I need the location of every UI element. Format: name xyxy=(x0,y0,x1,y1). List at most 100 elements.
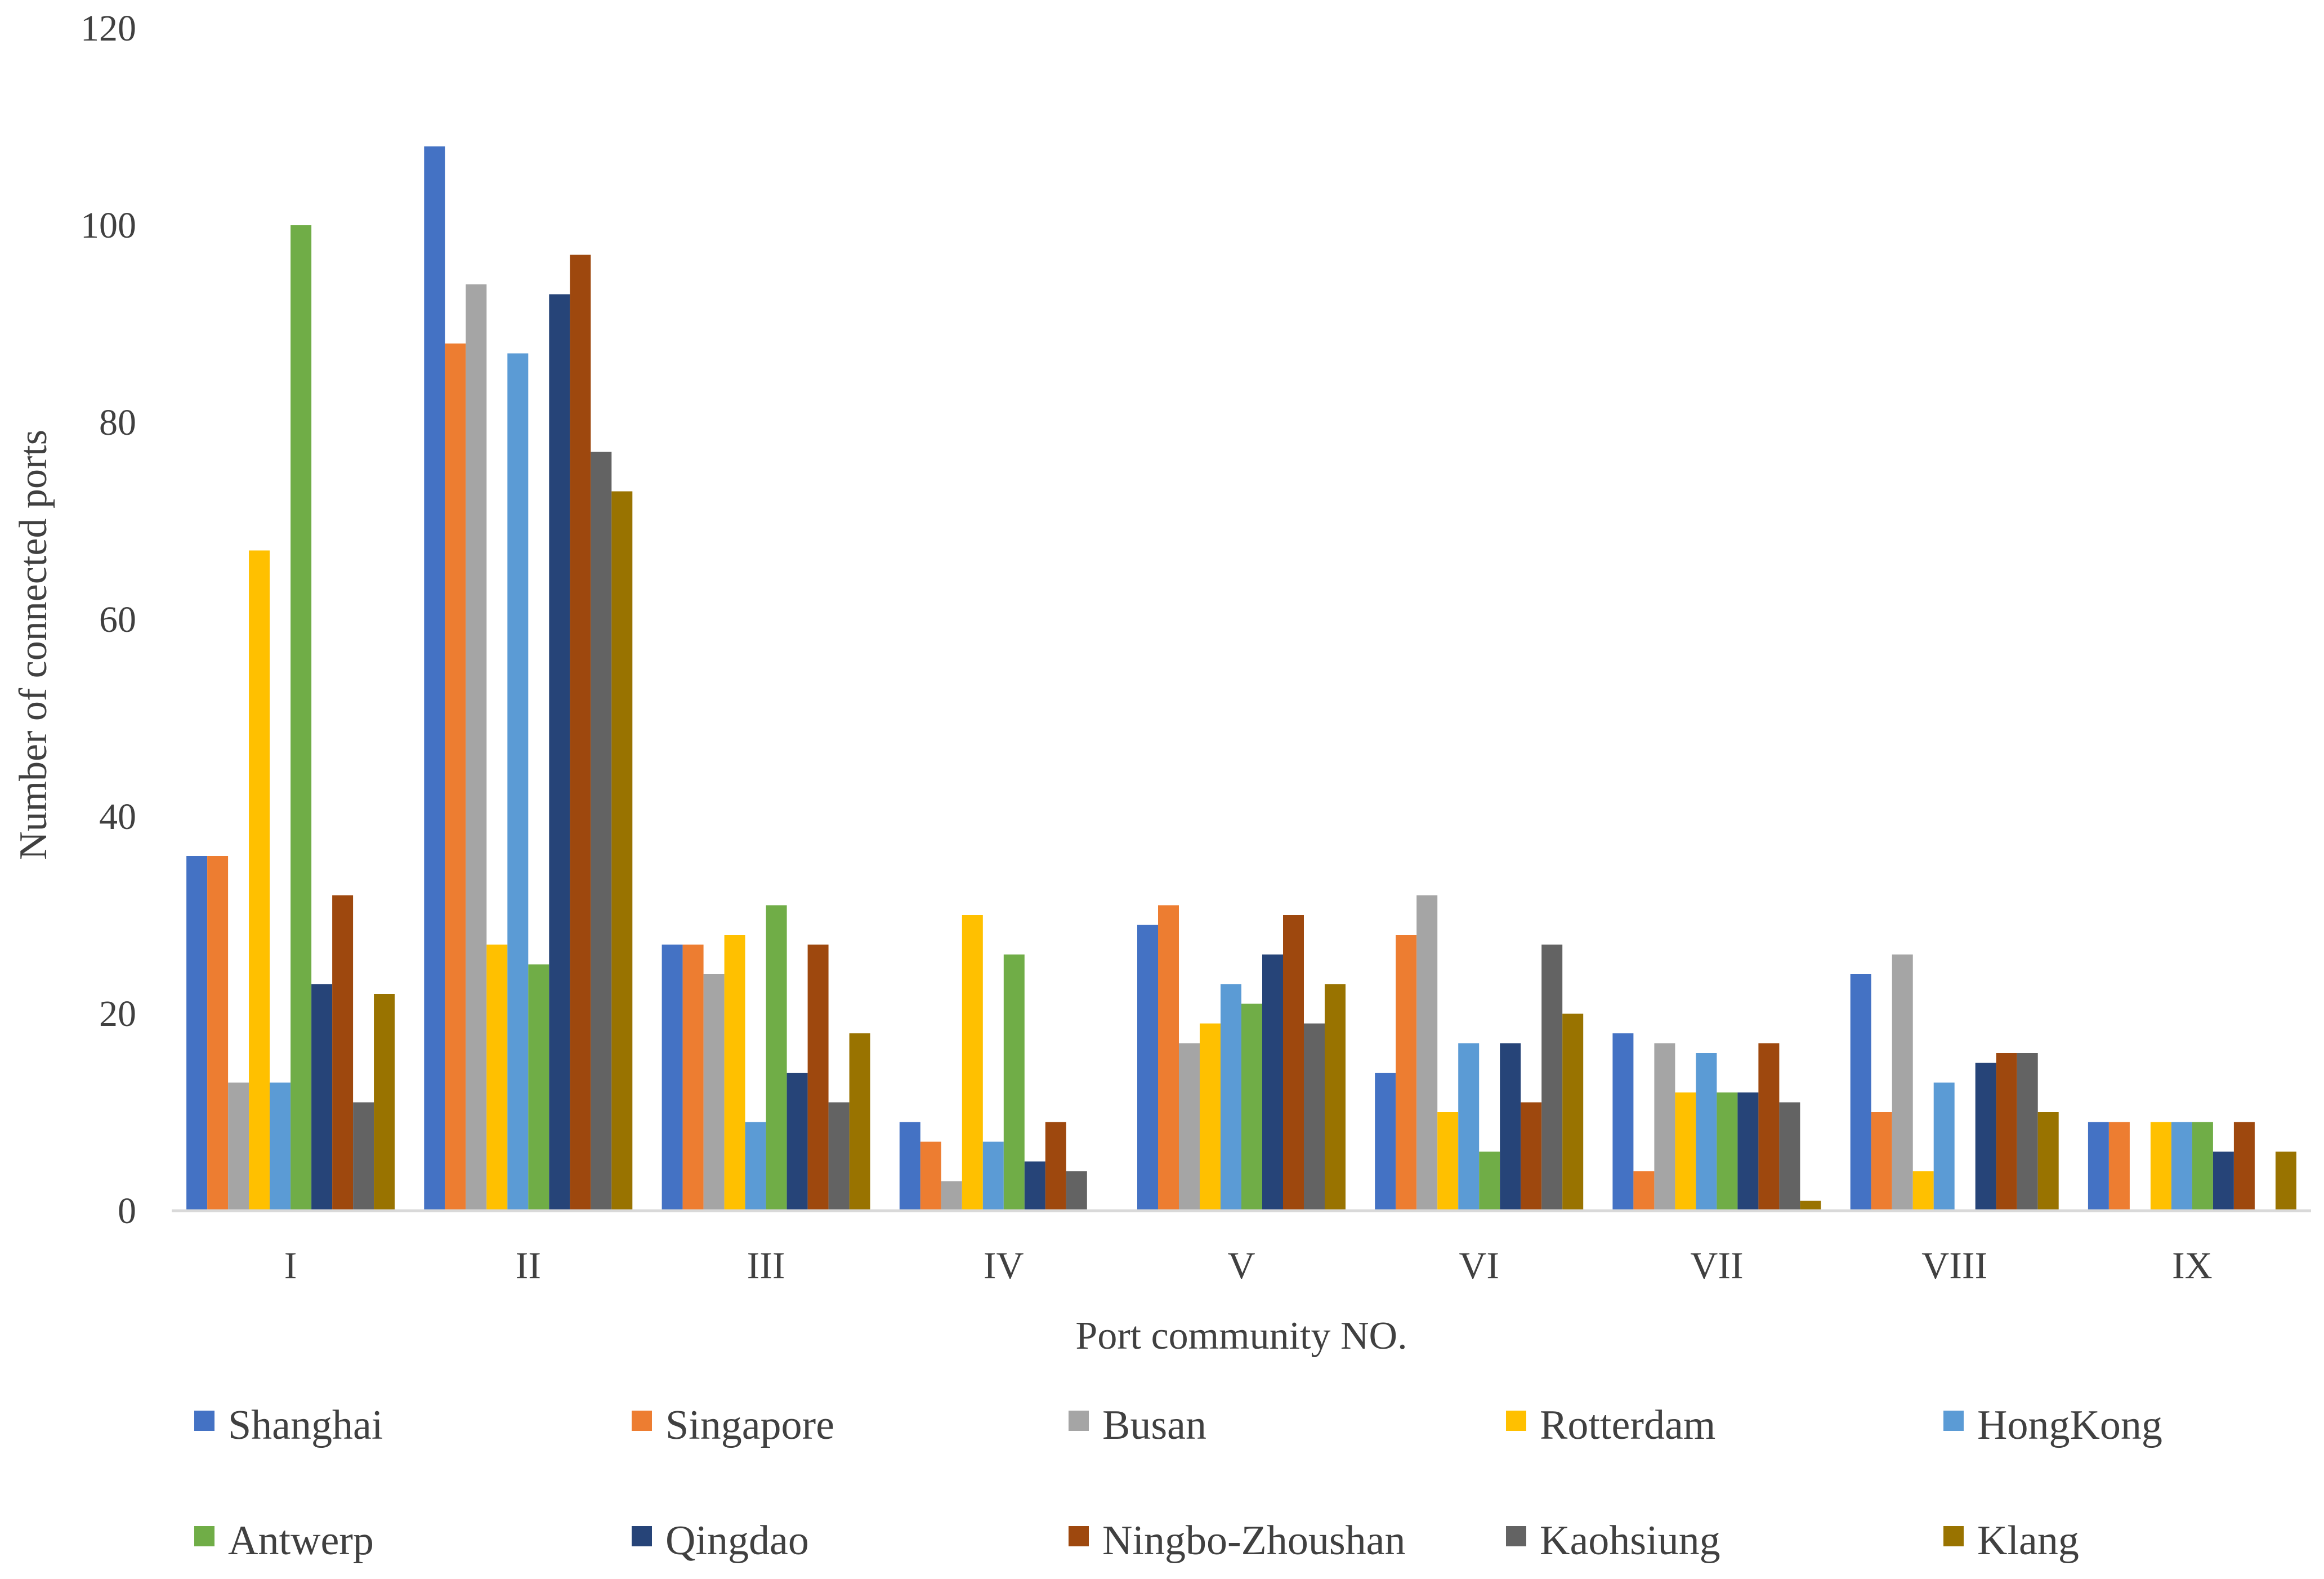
legend-swatch xyxy=(1069,1411,1089,1431)
y-axis-ticks: 0 20 40 60 80 100 120 xyxy=(81,8,136,1232)
bar-klang-v xyxy=(1325,984,1346,1211)
bar-antwerp-vii xyxy=(1717,1092,1738,1211)
bar-rotterdam-vii xyxy=(1675,1092,1696,1211)
y-tick-label: 20 xyxy=(99,993,136,1034)
bar-kaohsiung-vii xyxy=(1779,1102,1800,1211)
y-axis-title: Number of connected ports xyxy=(12,430,55,860)
bar-qingdao-i xyxy=(311,984,333,1211)
bar-kaohsiung-v xyxy=(1304,1023,1325,1211)
bar-klang-viii xyxy=(2037,1112,2059,1211)
bar-hongkong-i xyxy=(270,1082,291,1211)
x-category-label: III xyxy=(747,1244,785,1287)
legend-swatch xyxy=(1506,1526,1526,1546)
bar-singapore-iii xyxy=(682,944,704,1211)
x-category-label: II xyxy=(516,1244,541,1287)
bar-qingdao-vii xyxy=(1737,1092,1759,1211)
bar-singapore-viii xyxy=(1871,1112,1892,1211)
bar-singapore-vi xyxy=(1396,935,1417,1211)
bar-kaohsiung-i xyxy=(353,1102,374,1211)
bar-qingdao-ii xyxy=(549,294,570,1211)
bar-busan-viii xyxy=(1892,954,1913,1211)
bar-hongkong-viii xyxy=(1933,1082,1955,1211)
legend-swatch xyxy=(1943,1411,1964,1431)
bar-rotterdam-iv xyxy=(962,915,983,1211)
bar-kaohsiung-viii xyxy=(2017,1053,2038,1211)
x-axis-title: Port community NO. xyxy=(1075,1314,1407,1358)
bar-ningbo-zhoushan-iv xyxy=(1045,1122,1066,1211)
bar-qingdao-ix xyxy=(2213,1152,2234,1211)
bar-rotterdam-v xyxy=(1200,1023,1221,1211)
legend-label: HongKong xyxy=(1977,1402,2162,1448)
bar-klang-ii xyxy=(611,491,633,1211)
bar-qingdao-iv xyxy=(1024,1161,1045,1211)
legend-swatch xyxy=(194,1411,214,1431)
bar-busan-iv xyxy=(941,1181,962,1211)
bar-kaohsiung-vi xyxy=(1541,944,1563,1211)
bar-singapore-ii xyxy=(445,344,466,1211)
bar-antwerp-ii xyxy=(528,964,549,1211)
legend-swatch xyxy=(632,1526,652,1546)
legend-swatch xyxy=(1069,1526,1089,1546)
legend-swatch xyxy=(1506,1411,1526,1431)
bars-group xyxy=(186,146,2296,1211)
legend-label: Kaohsiung xyxy=(1540,1518,1720,1564)
bar-busan-iii xyxy=(703,974,725,1211)
bar-shanghai-vii xyxy=(1612,1033,1634,1211)
bar-singapore-vii xyxy=(1633,1171,1655,1211)
bar-antwerp-i xyxy=(290,225,312,1211)
bar-ningbo-zhoushan-ii xyxy=(570,255,591,1211)
y-tick-label: 100 xyxy=(81,205,136,246)
y-tick-label: 120 xyxy=(81,8,136,49)
bar-hongkong-iv xyxy=(982,1141,1004,1211)
bar-ningbo-zhoushan-iii xyxy=(807,944,829,1211)
bar-antwerp-vi xyxy=(1479,1152,1500,1211)
bar-antwerp-iii xyxy=(766,905,787,1211)
bar-busan-v xyxy=(1179,1043,1200,1211)
bar-ningbo-zhoushan-vi xyxy=(1521,1102,1542,1211)
bar-ningbo-zhoushan-v xyxy=(1283,915,1304,1211)
bar-kaohsiung-ii xyxy=(591,452,612,1211)
bar-hongkong-ix xyxy=(2171,1122,2192,1211)
y-tick-label: 60 xyxy=(99,599,136,640)
bar-hongkong-vii xyxy=(1696,1053,1717,1211)
legend-swatch xyxy=(194,1526,214,1546)
bar-klang-vii xyxy=(1800,1201,1821,1211)
x-category-label: IX xyxy=(2172,1244,2213,1287)
bar-hongkong-v xyxy=(1221,984,1241,1211)
legend-label: Antwerp xyxy=(228,1518,374,1564)
x-category-label: VII xyxy=(1690,1244,1743,1287)
bar-singapore-v xyxy=(1158,905,1179,1211)
bar-rotterdam-ix xyxy=(2150,1122,2171,1211)
legend-swatch xyxy=(1943,1526,1964,1546)
bar-singapore-i xyxy=(207,856,229,1211)
legend-label: Rotterdam xyxy=(1540,1402,1715,1448)
bar-qingdao-iii xyxy=(786,1073,808,1211)
bar-busan-ii xyxy=(466,284,487,1211)
legend-label: Klang xyxy=(1977,1518,2079,1564)
bar-rotterdam-ii xyxy=(486,944,508,1211)
bar-hongkong-vi xyxy=(1458,1043,1480,1211)
bar-singapore-ix xyxy=(2108,1122,2130,1211)
legend-label: Shanghai xyxy=(228,1402,383,1448)
bar-ningbo-zhoushan-ix xyxy=(2233,1122,2255,1211)
x-category-label: I xyxy=(284,1244,297,1287)
bar-antwerp-ix xyxy=(2192,1122,2213,1211)
bar-kaohsiung-iv xyxy=(1066,1171,1087,1211)
x-category-label: V xyxy=(1227,1244,1255,1287)
y-tick-label: 0 xyxy=(118,1190,136,1232)
bar-qingdao-v xyxy=(1262,954,1283,1211)
bar-qingdao-vi xyxy=(1500,1043,1521,1211)
x-axis-categories: I II III IV V VI VII VIII IX xyxy=(284,1244,2213,1287)
bar-kaohsiung-iii xyxy=(828,1102,850,1211)
bar-shanghai-iii xyxy=(662,944,683,1211)
x-category-label: VIII xyxy=(1921,1244,1987,1287)
bar-hongkong-iii xyxy=(745,1122,766,1211)
bar-rotterdam-i xyxy=(249,550,270,1211)
bar-shanghai-ix xyxy=(2088,1122,2109,1211)
legend-label: Qingdao xyxy=(665,1518,809,1564)
legend: Shanghai Singapore Busan Rotterdam HongKong A… xyxy=(194,1402,2162,1564)
bar-antwerp-v xyxy=(1241,1003,1262,1211)
bar-ningbo-zhoushan-i xyxy=(332,895,354,1211)
bar-ningbo-zhoushan-vii xyxy=(1758,1043,1780,1211)
